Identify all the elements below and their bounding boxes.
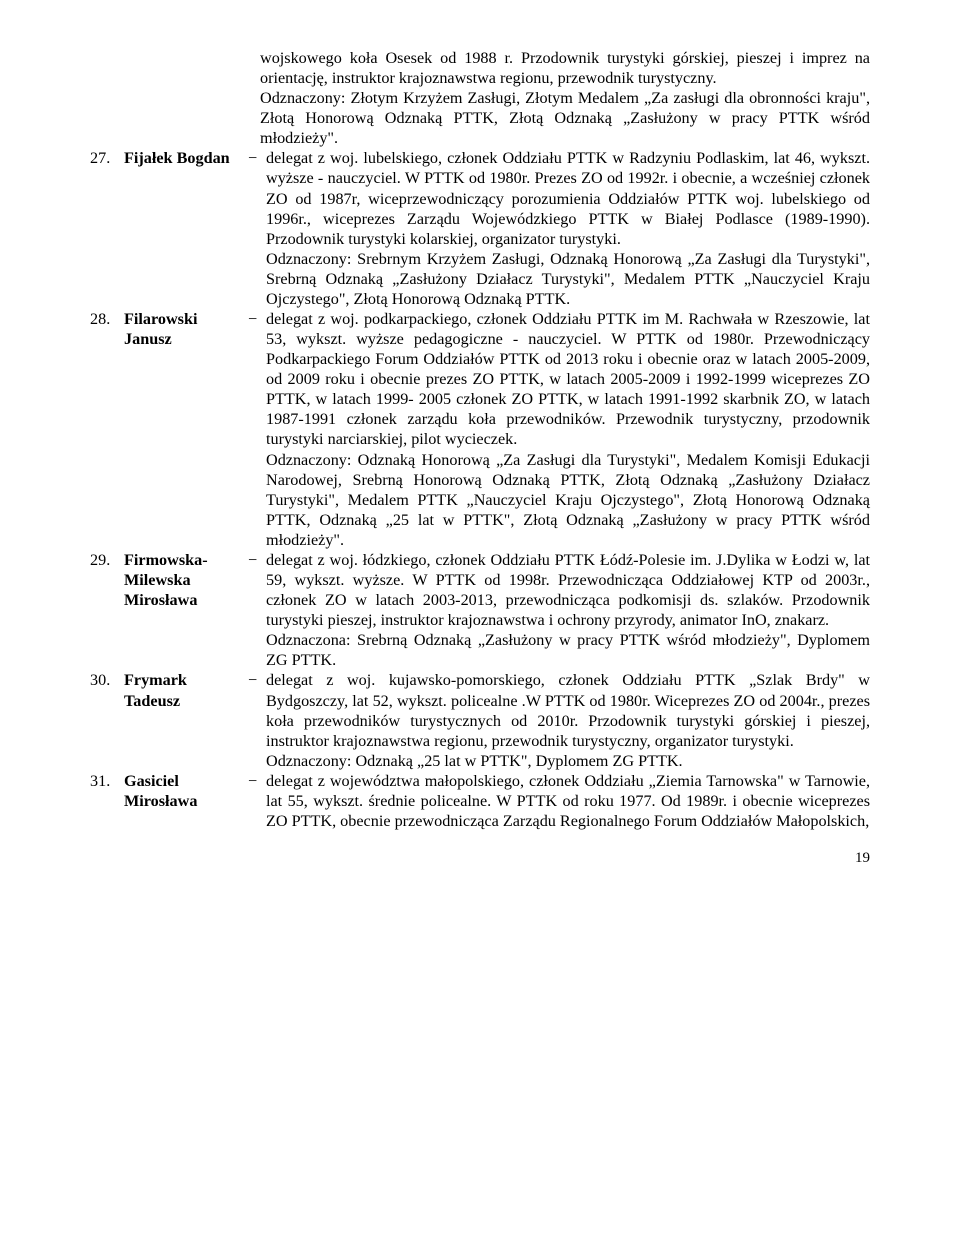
entry-body: delegat z woj. kujawsko-pomorskiego, czł… — [266, 670, 870, 770]
entry-body: delegat z woj. lubelskiego, członek Oddz… — [266, 148, 870, 309]
entry-number: 28. — [90, 309, 124, 329]
entry-number: 30. — [90, 670, 124, 690]
entry-body: delegat z województwa małopolskiego, czł… — [266, 771, 870, 831]
entry-row: 30.Frymark Tadeusz−delegat z woj. kujaws… — [90, 670, 870, 770]
entry-dash: − — [248, 309, 266, 329]
page-number: 19 — [90, 849, 870, 868]
entry-dash: − — [248, 670, 266, 690]
entry-row: 31.Gasiciel Mirosława−delegat z wojewódz… — [90, 771, 870, 831]
entry-dash: − — [248, 550, 266, 570]
entry-row: 29.Firmowska-Milewska Mirosława−delegat … — [90, 550, 870, 670]
entry-name: Gasiciel Mirosława — [124, 771, 248, 811]
previous-entry-continuation: wojskowego koła Osesek od 1988 r. Przodo… — [260, 48, 870, 148]
entry-name: Firmowska-Milewska Mirosława — [124, 550, 248, 610]
entry-dash: − — [248, 771, 266, 791]
entry-number: 27. — [90, 148, 124, 168]
page: wojskowego koła Osesek od 1988 r. Przodo… — [0, 0, 960, 908]
entry-body: delegat z woj. łódzkiego, członek Oddzia… — [266, 550, 870, 670]
entry-name: Frymark Tadeusz — [124, 670, 248, 710]
entry-number: 29. — [90, 550, 124, 570]
entry-name: Filarowski Janusz — [124, 309, 248, 349]
entry-number: 31. — [90, 771, 124, 791]
entry-name: Fijałek Bogdan — [124, 148, 248, 168]
entry-row: 28.Filarowski Janusz−delegat z woj. podk… — [90, 309, 870, 550]
entry-dash: − — [248, 148, 266, 168]
entry-body: delegat z woj. podkarpackiego, członek O… — [266, 309, 870, 550]
entry-row: 27.Fijałek Bogdan−delegat z woj. lubelsk… — [90, 148, 870, 309]
